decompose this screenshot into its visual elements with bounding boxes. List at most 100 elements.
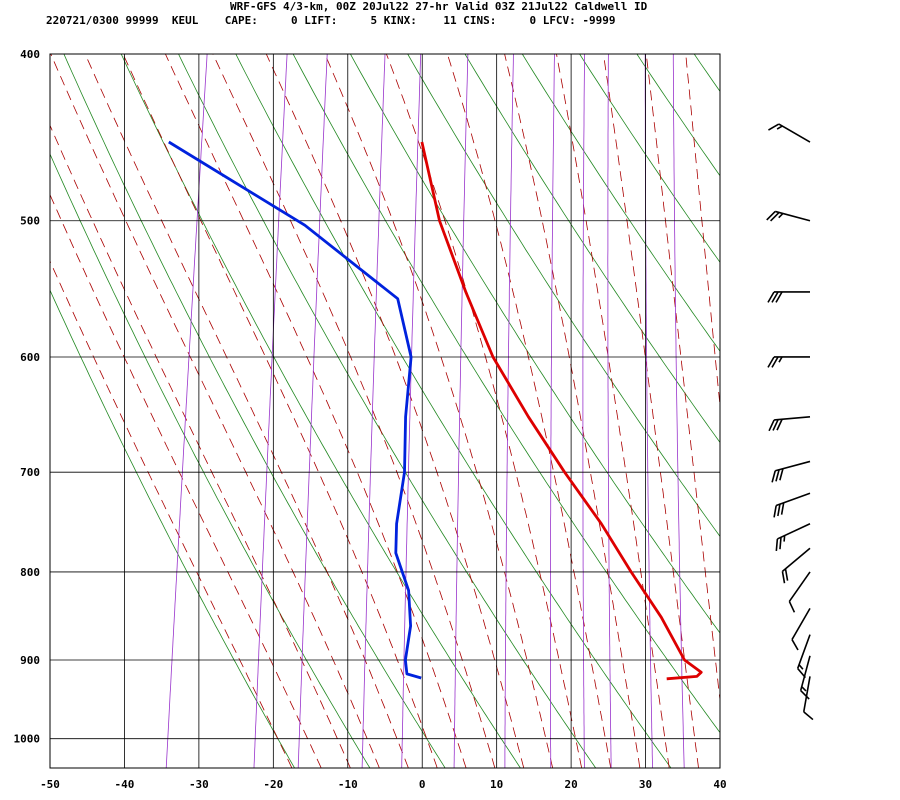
barb-feather: [800, 690, 810, 700]
wind-barb: [767, 356, 810, 368]
x-tick-label: -50: [40, 778, 60, 791]
barb-staff: [781, 547, 811, 572]
x-tick-label: 10: [490, 778, 503, 791]
moist-adiabat: [645, 54, 720, 704]
dry-adiabat: [63, 54, 446, 768]
barb-staff: [774, 415, 811, 421]
chart-title: WRF-GFS 4/3-km, 00Z 20Jul22 27-hr Valid …: [230, 0, 648, 13]
wind-barb: [767, 291, 810, 303]
barb-staff: [775, 210, 811, 222]
moist-adiabat: [84, 54, 409, 768]
dry-adiabat: [50, 153, 371, 768]
dry-adiabat: [178, 54, 597, 768]
sounding-profiles: [168, 140, 703, 681]
barb-half-feather: [778, 212, 784, 219]
mixing-ratio-line: [453, 54, 469, 768]
moist-adiabat: [212, 54, 496, 768]
y-tick-label: 700: [20, 466, 40, 479]
dry-adiabat: [349, 54, 720, 634]
wind-barb: [791, 608, 811, 651]
moist-adiabat: [50, 260, 293, 768]
barb-staff: [788, 571, 811, 602]
barb-feather: [779, 468, 784, 481]
barb-half-feather: [798, 664, 804, 670]
x-tick-label: 40: [713, 778, 726, 791]
barb-staff: [775, 460, 811, 472]
wind-barb: [788, 571, 811, 613]
y-tick-label: 600: [20, 351, 40, 364]
x-tick-label: 0: [419, 778, 426, 791]
wind-barb: [781, 547, 811, 584]
wind-barb: [799, 655, 811, 700]
mixing-ratio-line: [607, 54, 612, 768]
barb-feather: [770, 211, 780, 222]
barb-feather: [771, 356, 779, 368]
y-tick-label: 500: [20, 215, 40, 228]
grid: [49, 53, 721, 768]
barb-feather: [767, 291, 775, 303]
mixing-ratio-line: [550, 54, 555, 768]
stability-indices: 220721/0300 99999 KEUL CAPE: 0 LIFT: 5 K…: [46, 14, 616, 27]
y-tick-label: 400: [20, 48, 40, 61]
moist-adiabat: [122, 54, 438, 768]
moist-adiabat: [504, 54, 641, 768]
dry-adiabat: [781, 16, 900, 768]
dry-adiabat: [838, 16, 900, 768]
moist-adiabat: [446, 54, 612, 768]
barb-feather: [766, 210, 776, 221]
x-tick-label: 30: [639, 778, 652, 791]
dry-adiabat: [50, 289, 295, 768]
dry-adiabat: [579, 54, 720, 264]
wind-barb: [802, 676, 814, 721]
barb-feather: [775, 469, 780, 482]
dry-adiabat: [407, 54, 720, 538]
barb-feather: [791, 639, 799, 651]
dewpoint-line: [168, 140, 422, 680]
wind-barb: [771, 460, 811, 483]
x-tick-label: -20: [263, 778, 283, 791]
barb-staff: [775, 492, 811, 507]
barb-feather: [803, 711, 814, 721]
barb-half-feather: [776, 125, 783, 130]
barb-staff: [796, 634, 811, 669]
barb-feather: [775, 291, 783, 303]
dry-adiabat: [120, 54, 521, 768]
barb-staff: [778, 123, 811, 143]
axis-labels: -50 -40 -30 -20 -10 0 10 20 30 40 400 500 600 700 800 9…: [14, 48, 727, 791]
barb-feather: [768, 123, 780, 131]
barb-feather: [771, 291, 779, 303]
mixing-ratio-line: [644, 54, 653, 768]
temperature-line: [420, 141, 703, 681]
x-tick-label: -10: [338, 778, 358, 791]
barb-feather: [772, 419, 779, 431]
x-tick-label: -30: [189, 778, 209, 791]
mixing-ratio-line: [297, 54, 328, 768]
barb-feather: [780, 502, 785, 515]
y-tick-label: 800: [20, 566, 40, 579]
moist-adiabat: [324, 54, 554, 768]
wind-barb: [775, 522, 811, 551]
dry-adiabat: [693, 54, 720, 93]
barb-staff: [802, 676, 811, 712]
mixing-ratio-line: [672, 54, 685, 768]
moist-adiabat: [385, 54, 583, 768]
moist-adiabat: [265, 54, 525, 768]
dry-adiabat: [292, 54, 720, 734]
barb-feather: [767, 356, 775, 368]
wind-barb: [773, 492, 811, 518]
wind-barb: [768, 415, 811, 432]
moist-adiabat: [50, 54, 380, 768]
barb-feather: [771, 470, 776, 483]
y-tick-label: 1000: [14, 733, 41, 746]
barb-half-feather: [783, 535, 786, 542]
dry-adiabat: [464, 54, 720, 444]
moist-adiabat: [50, 124, 351, 768]
y-tick-label: 900: [20, 654, 40, 667]
barb-half-feather: [801, 686, 807, 692]
mixing-ratio-line: [401, 54, 422, 768]
wind-barbs: [766, 123, 814, 721]
moist-adiabat: [164, 54, 467, 768]
moist-adiabat: [685, 54, 720, 410]
wind-barb: [766, 210, 811, 222]
